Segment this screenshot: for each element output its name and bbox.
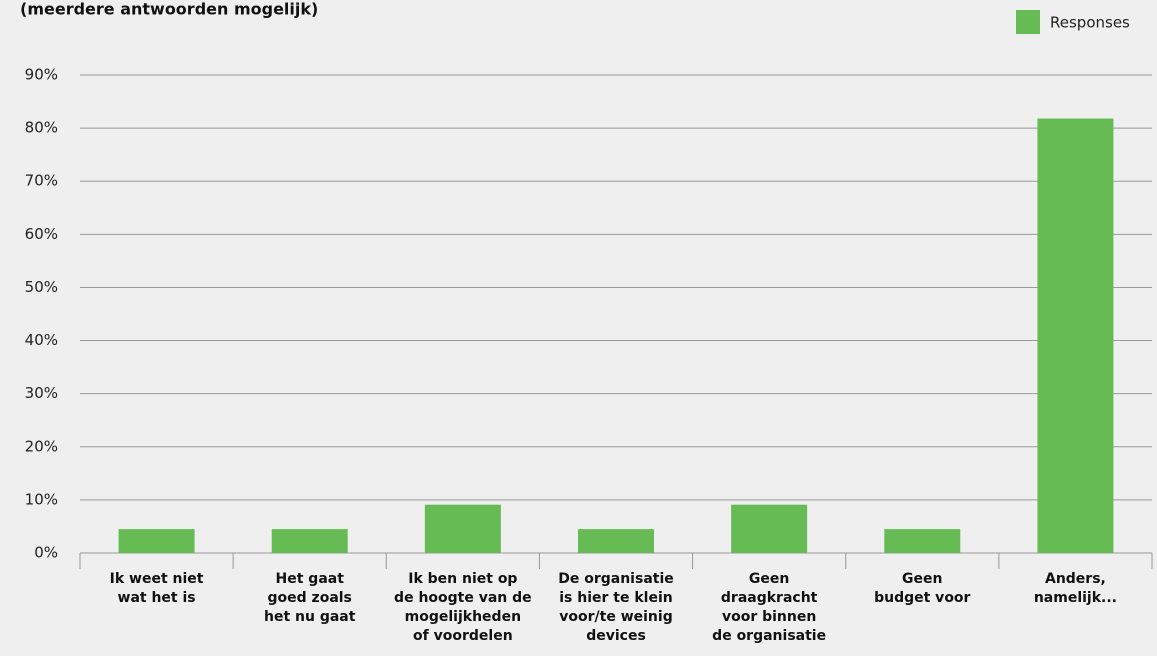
x-tick-label: goed zoals (268, 590, 352, 606)
y-tick-label: 60% (25, 225, 58, 243)
x-tick-label: budget voor (874, 590, 970, 606)
y-tick-label: 90% (25, 66, 58, 84)
x-tick-label: wat het is (118, 590, 196, 606)
bar (578, 529, 654, 553)
x-tick-label: mogelijkheden (405, 609, 521, 625)
x-tick-label: Anders, (1045, 571, 1106, 587)
bar (118, 529, 195, 553)
x-tick-label: Geen (749, 571, 789, 587)
y-tick-label: 40% (25, 331, 58, 349)
x-tick-label: devices (586, 628, 646, 644)
x-tick-label: namelijk... (1034, 590, 1117, 606)
bar (884, 529, 961, 553)
x-tick-label: Het gaat (276, 571, 345, 587)
y-tick-label: 20% (25, 437, 58, 455)
bar (1037, 118, 1114, 553)
y-tick-label: 70% (25, 172, 58, 190)
x-tick-label: draagkracht (721, 590, 818, 606)
bar (271, 529, 348, 553)
x-tick-label: voor binnen (722, 609, 816, 625)
x-tick-label: Ik ben niet op (408, 571, 517, 587)
legend-swatch (1016, 10, 1040, 34)
y-tick-label: 30% (25, 384, 58, 402)
legend-label: Responses (1050, 14, 1130, 32)
x-tick-label: Ik weet niet (110, 571, 204, 587)
x-tick-label: de hoogte van de (394, 590, 532, 606)
x-tick-label: voor/te weinig (559, 609, 672, 625)
y-tick-label: 50% (25, 278, 58, 296)
x-tick-label: of voordelen (413, 628, 513, 644)
y-tick-label: 80% (25, 119, 58, 137)
x-tick-label: is hier te klein (559, 590, 672, 606)
x-tick-label: het nu gaat (264, 609, 356, 625)
x-tick-label: Geen (902, 571, 942, 587)
x-tick-label: de organisatie (712, 628, 826, 644)
y-tick-label: 10% (25, 490, 58, 508)
y-tick-label: 0% (34, 544, 58, 562)
bar (424, 504, 501, 553)
bar (731, 504, 808, 553)
x-tick-label: De organisatie (558, 571, 674, 587)
chart-title: (meerdere antwoorden mogelijk) (20, 0, 318, 19)
